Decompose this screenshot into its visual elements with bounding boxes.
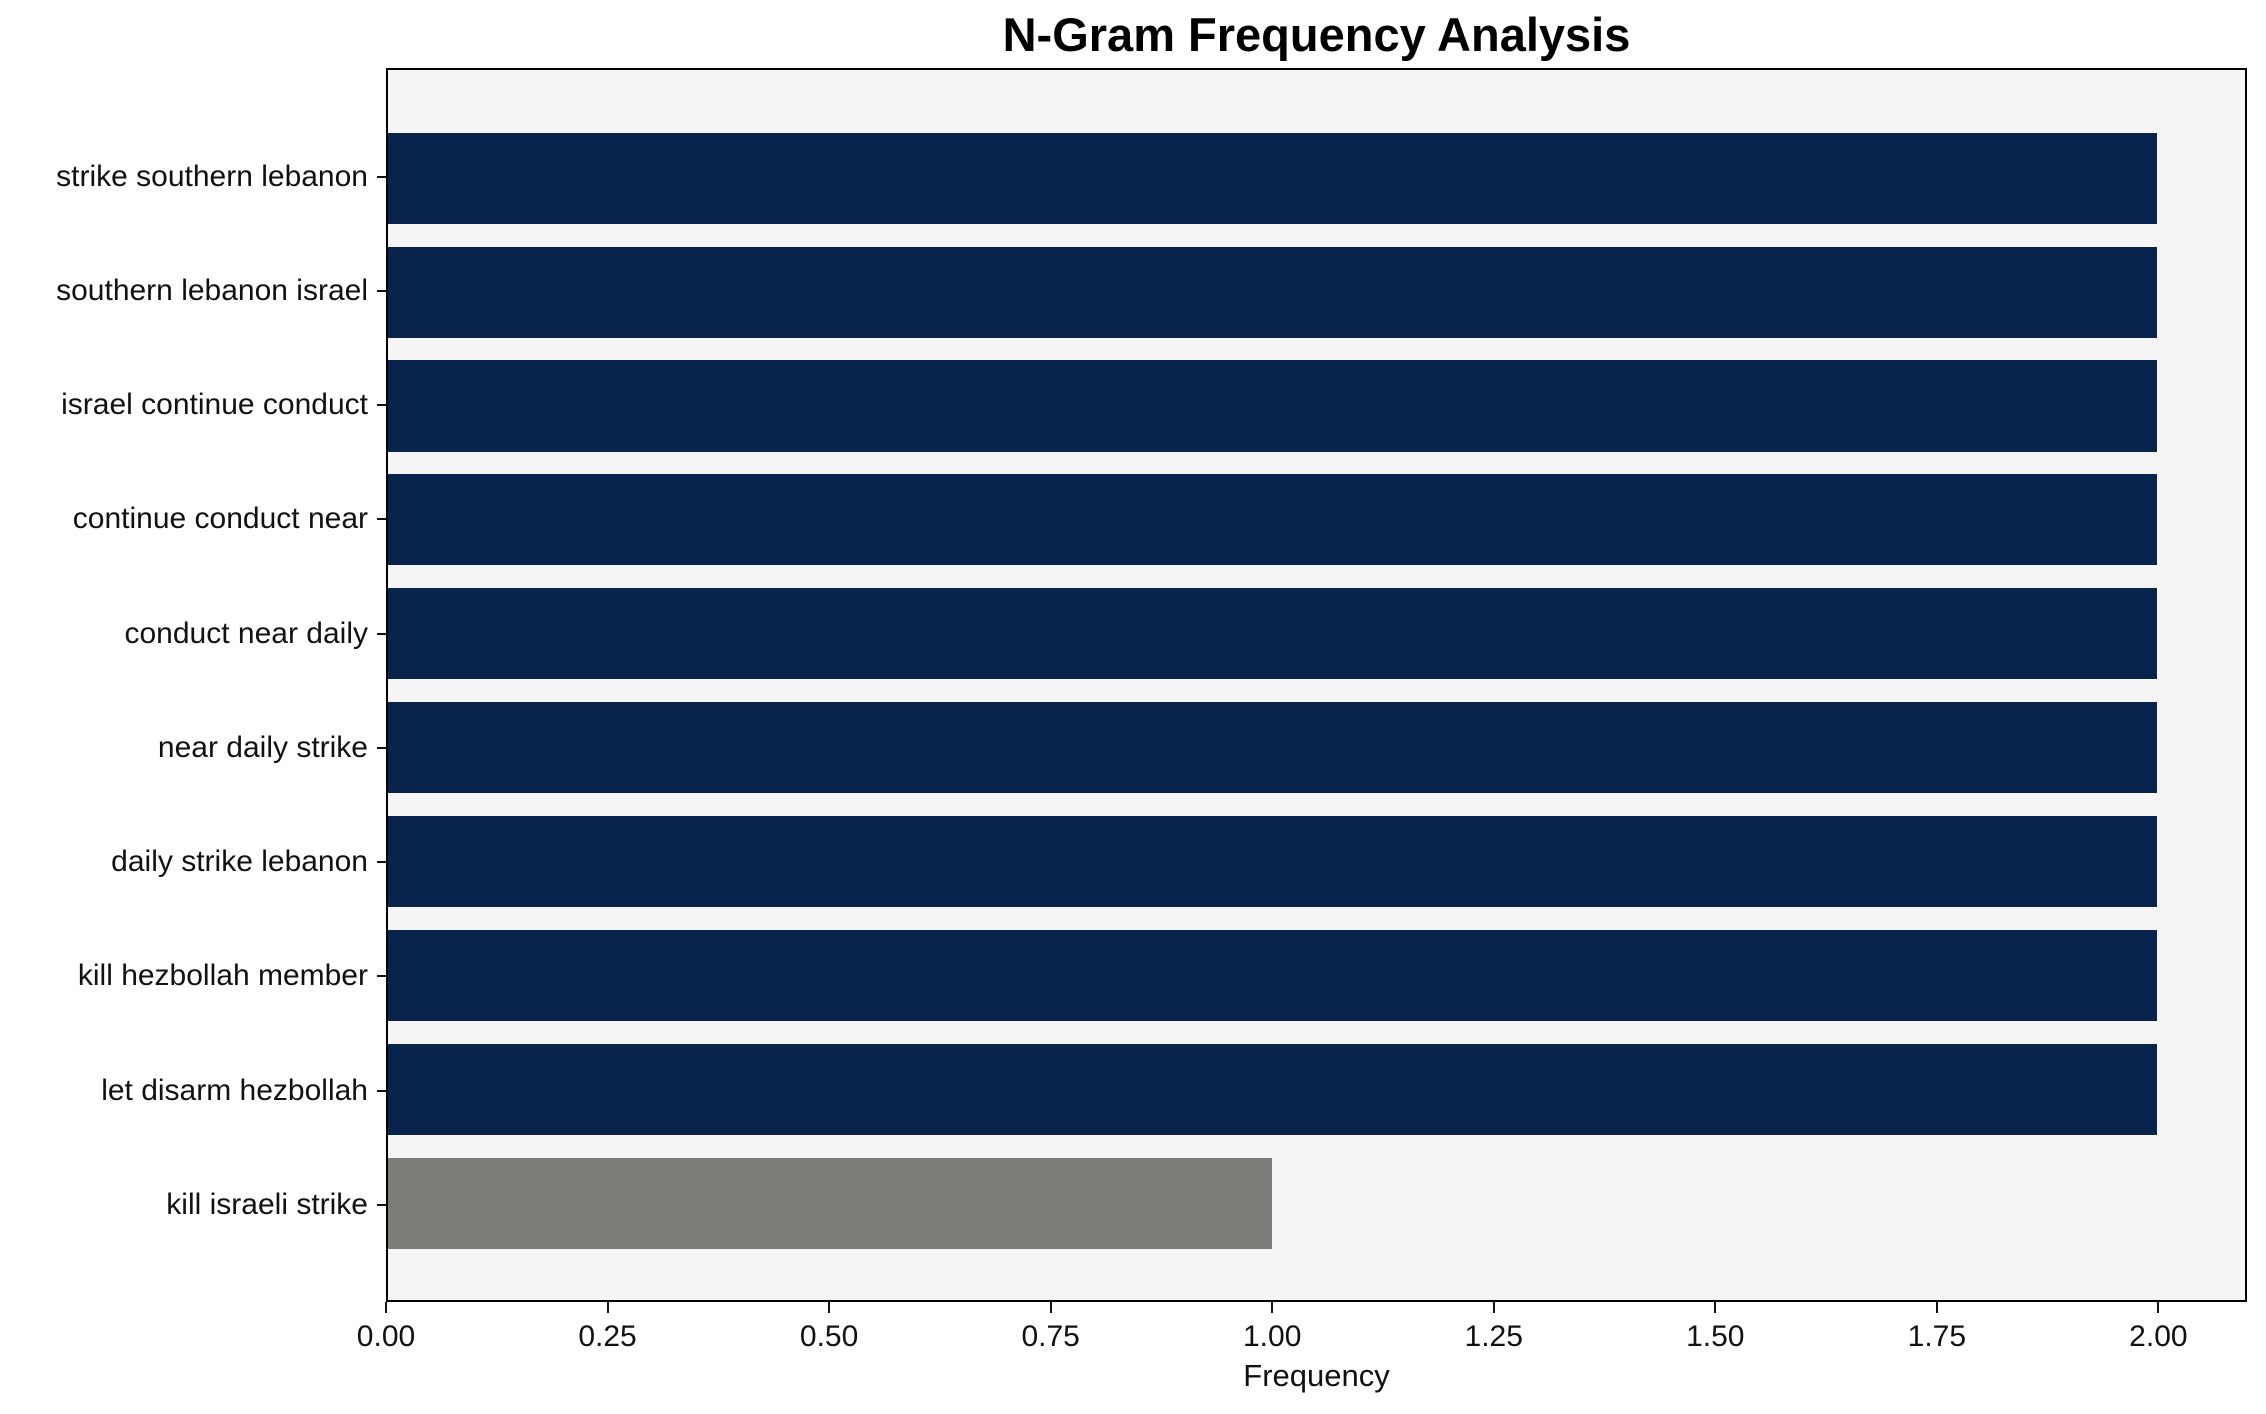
bar [388,246,2157,338]
y-tick-mark [377,746,386,749]
y-tick-label: kill hezbollah member [77,959,368,993]
x-tick-mark [1714,1302,1717,1313]
y-tick-label: near daily strike [157,730,368,764]
x-tick-label: 1.75 [1907,1320,1967,1353]
x-tick-mark [606,1302,609,1313]
bar [388,360,2157,452]
chart-title: N-Gram Frequency Analysis [1002,8,1631,61]
x-tick-label: 2.00 [2129,1320,2188,1353]
bar [388,1157,1273,1249]
x-tick-label: 0.75 [1021,1320,1080,1353]
y-tick-label: strike southern lebanon [56,159,368,193]
x-tick-label: 0.50 [799,1320,859,1353]
x-tick-label: 0.25 [578,1320,637,1353]
y-axis: strike southern lebanon southern lebanon … [0,68,386,1302]
bar [388,132,2157,224]
x-axis-title: Frequency [1243,1358,1390,1393]
y-tick-mark [377,1203,386,1206]
x-tick-label: 1.00 [1242,1320,1302,1353]
y-tick-label: daily strike lebanon [111,845,368,879]
x-tick-mark [828,1302,831,1313]
x-tick-mark [2157,1302,2160,1313]
y-tick-mark [377,861,386,864]
y-tick-label: israel continue conduct [61,388,368,422]
bar [388,1043,2157,1135]
y-tick-mark [377,404,386,407]
y-tick-label: southern lebanon israel [56,273,368,307]
x-tick-mark [385,1302,387,1313]
y-tick-mark [377,632,386,635]
x-tick-label: 1.25 [1464,1320,1523,1353]
bar [388,474,2157,566]
x-axis: 0.00 0.25 0.50 0.75 1.00 1.25 1.50 1.75 2.00 [357,1302,2247,1372]
x-tick-mark [1935,1302,1938,1313]
y-tick-mark [377,1089,386,1092]
y-tick-label: kill israeli strike [166,1187,368,1221]
y-tick-mark [377,518,386,521]
x-tick-label: 0.00 [356,1320,416,1353]
y-tick-label: let disarm hezbollah [101,1073,368,1107]
bar [388,702,2157,794]
plot-area [386,68,2247,1302]
y-tick-mark [377,175,386,178]
bar [388,929,2157,1021]
x-tick-mark [1492,1302,1495,1313]
y-tick-label: conduct near daily [124,616,369,650]
x-tick-mark [1271,1302,1274,1313]
x-tick-mark [1049,1302,1052,1313]
y-tick-label: continue conduct near [72,502,368,536]
y-tick-mark [377,975,386,978]
y-tick-mark [377,289,386,292]
bar [388,815,2157,908]
bar [388,588,2157,680]
x-tick-label: 1.50 [1686,1320,1745,1353]
